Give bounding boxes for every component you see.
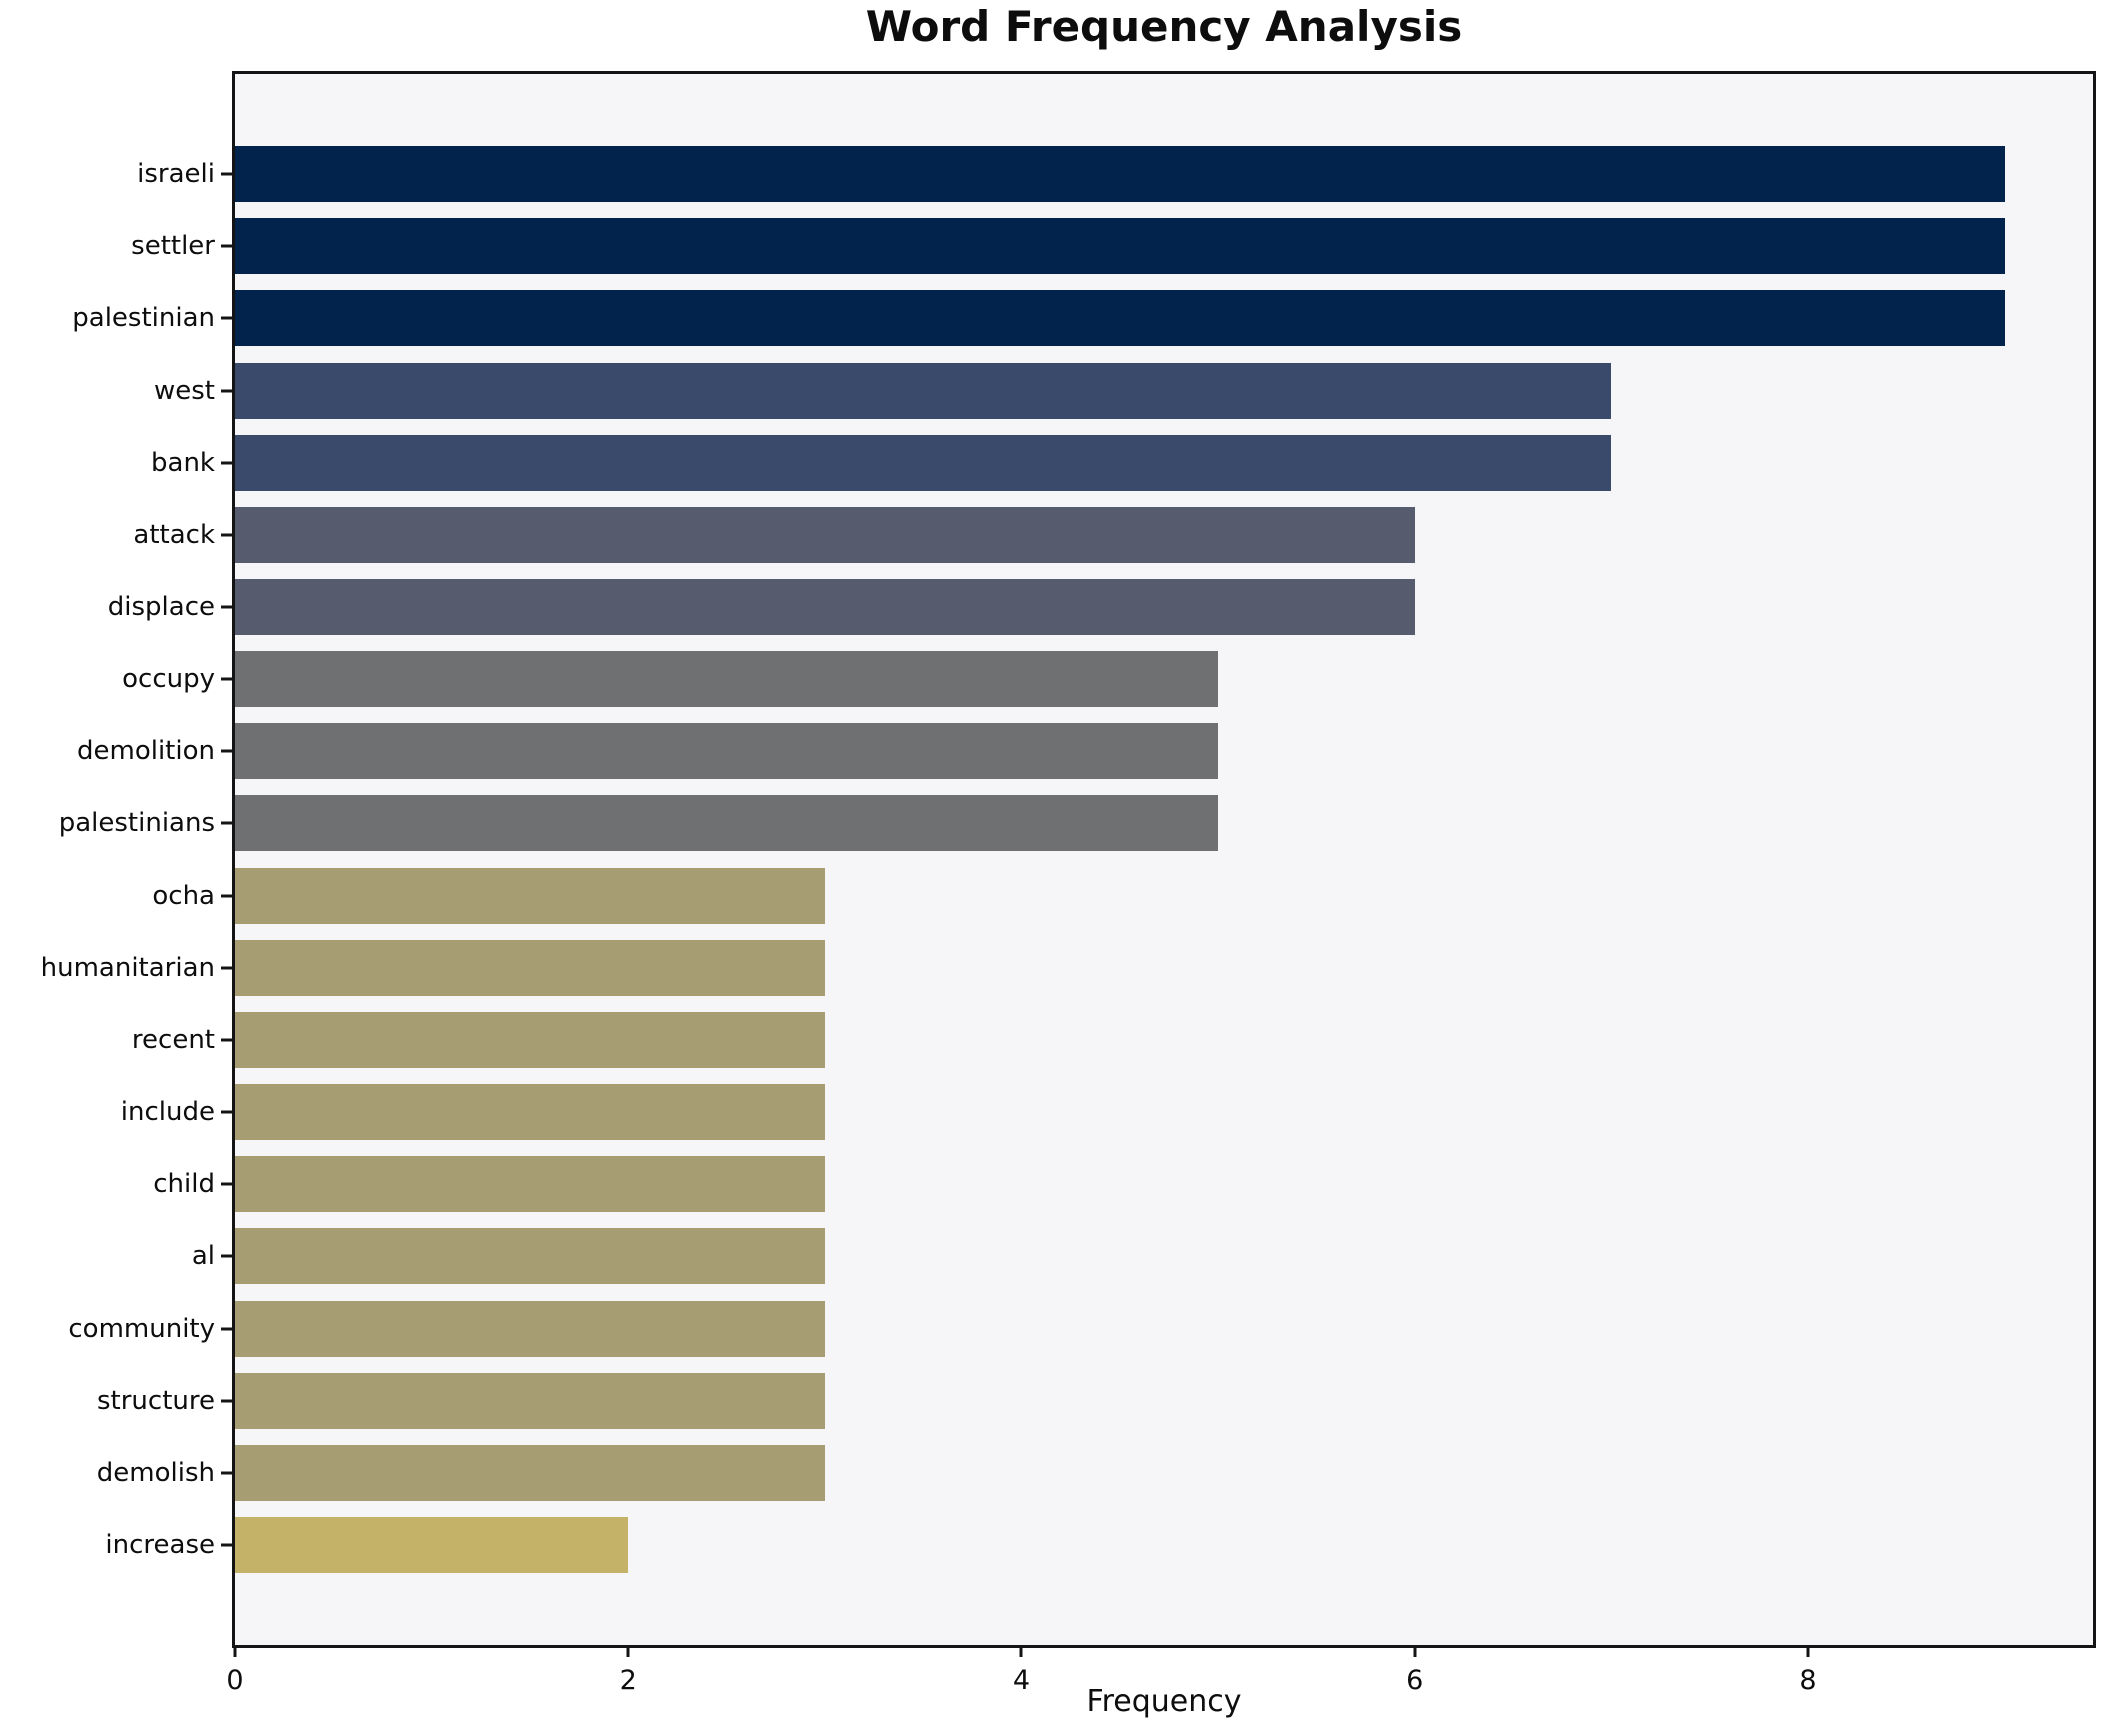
frequency-bar-settler — [235, 218, 2005, 275]
x-tick-label-8: 8 — [1799, 1665, 1817, 1696]
frequency-bar-bank — [235, 434, 1612, 491]
y-tick-mark — [221, 461, 232, 465]
y-tick-mark — [221, 1471, 232, 1475]
x-tick-label-4: 4 — [1012, 1665, 1031, 1696]
y-tick-mark — [221, 1327, 232, 1331]
y-tick-label-israeli: israeli — [137, 159, 215, 190]
bar-row-recent: recent — [132, 1004, 2093, 1076]
y-tick-label-west: west — [153, 375, 215, 406]
bar-row-displace: displace — [108, 571, 2093, 643]
frequency-bar-community — [235, 1300, 825, 1357]
y-tick-label-al: al — [191, 1241, 215, 1272]
frequency-bar-displace — [235, 579, 1415, 636]
bar-row-structure: structure — [97, 1365, 2093, 1437]
frequency-bar-occupy — [235, 651, 1219, 708]
bar-row-palestinian: palestinian — [72, 282, 2093, 354]
bar-row-settler: settler — [131, 210, 2093, 282]
frequency-bar-israeli — [235, 146, 2005, 203]
frequency-bar-ocha — [235, 867, 825, 924]
y-tick-mark — [221, 533, 232, 537]
y-tick-mark — [221, 1399, 232, 1403]
y-tick-mark — [221, 677, 232, 681]
y-tick-mark — [221, 1038, 232, 1042]
y-tick-mark — [221, 244, 232, 248]
bar-row-palestinians: palestinians — [59, 787, 2093, 859]
y-tick-label-settler: settler — [131, 231, 215, 262]
y-tick-label-increase: increase — [105, 1530, 215, 1561]
y-tick-label-displace: displace — [107, 592, 215, 623]
y-tick-mark — [221, 389, 232, 393]
frequency-bar-demolition — [235, 723, 1219, 780]
y-tick-mark — [221, 1254, 232, 1258]
y-tick-mark — [221, 749, 232, 753]
y-tick-label-humanitarian: humanitarian — [40, 952, 215, 983]
x-tick-mark — [1413, 1645, 1417, 1657]
frequency-bar-demolish — [235, 1444, 825, 1501]
y-tick-label-occupy: occupy — [122, 664, 215, 695]
y-tick-label-palestinians: palestinians — [58, 808, 215, 839]
x-tick-mark — [1019, 1645, 1023, 1657]
bar-row-attack: attack — [133, 499, 2093, 571]
y-tick-label-ocha: ocha — [152, 880, 215, 911]
y-tick-mark — [221, 1543, 232, 1547]
bar-row-child: child — [153, 1148, 2093, 1220]
y-tick-label-demolition: demolition — [77, 736, 215, 767]
frequency-bar-include — [235, 1084, 825, 1141]
y-tick-label-community: community — [68, 1313, 215, 1344]
frequency-bar-palestinian — [235, 290, 2005, 347]
x-tick-mark — [1806, 1645, 1810, 1657]
bar-row-humanitarian: humanitarian — [41, 932, 2093, 1004]
bar-row-demolish: demolish — [97, 1437, 2093, 1509]
bar-row-increase: increase — [105, 1509, 2093, 1581]
x-tick-label-2: 2 — [619, 1665, 637, 1696]
y-tick-label-attack: attack — [133, 519, 215, 550]
bar-row-al: al — [192, 1220, 2093, 1292]
bar-row-bank: bank — [151, 427, 2093, 499]
y-tick-mark — [221, 894, 232, 898]
x-tick-label-6: 6 — [1406, 1665, 1424, 1696]
y-tick-label-structure: structure — [97, 1385, 215, 1416]
bar-row-include: include — [121, 1076, 2093, 1148]
y-tick-mark — [221, 1110, 232, 1114]
frequency-bar-humanitarian — [235, 939, 825, 996]
frequency-bar-attack — [235, 506, 1415, 563]
x-tick-label-0: 0 — [226, 1665, 244, 1696]
y-tick-label-palestinian: palestinian — [72, 303, 215, 334]
frequency-bar-structure — [235, 1372, 825, 1429]
bars-container: israeli settler palestinian west bank attack d… — [41, 74, 2093, 1645]
frequency-bar-child — [235, 1156, 825, 1213]
x-axis-label: Frequency — [1086, 1684, 1242, 1719]
y-tick-mark — [221, 605, 232, 609]
plot-area: israeli settler palestinian west bank attack d… — [41, 71, 2096, 1696]
bar-row-occupy: occupy — [122, 643, 2093, 715]
bar-row-demolition: demolition — [77, 715, 2093, 787]
y-tick-mark — [221, 172, 232, 176]
chart-title: Word Frequency Analysis — [865, 2, 1463, 51]
y-tick-label-recent: recent — [131, 1024, 215, 1055]
bar-row-community: community — [68, 1293, 2093, 1365]
y-tick-label-bank: bank — [151, 447, 215, 478]
y-tick-label-child: child — [153, 1169, 215, 1200]
frequency-bar-recent — [235, 1011, 825, 1068]
x-tick-mark — [233, 1645, 237, 1657]
bar-row-israeli: israeli — [137, 138, 2093, 210]
x-tick-mark — [626, 1645, 630, 1657]
bar-row-west: west — [154, 354, 2093, 426]
y-tick-mark — [221, 966, 232, 970]
y-tick-mark — [221, 1182, 232, 1186]
bar-row-ocha: ocha — [152, 860, 2093, 932]
y-tick-label-include: include — [120, 1097, 215, 1128]
y-tick-mark — [221, 821, 232, 825]
frequency-bar-al — [235, 1228, 825, 1285]
frequency-bar-palestinians — [235, 795, 1219, 852]
frequency-bar-west — [235, 362, 1612, 419]
y-tick-label-demolish: demolish — [96, 1457, 215, 1488]
y-tick-mark — [221, 316, 232, 320]
frequency-bar-increase — [235, 1517, 629, 1574]
